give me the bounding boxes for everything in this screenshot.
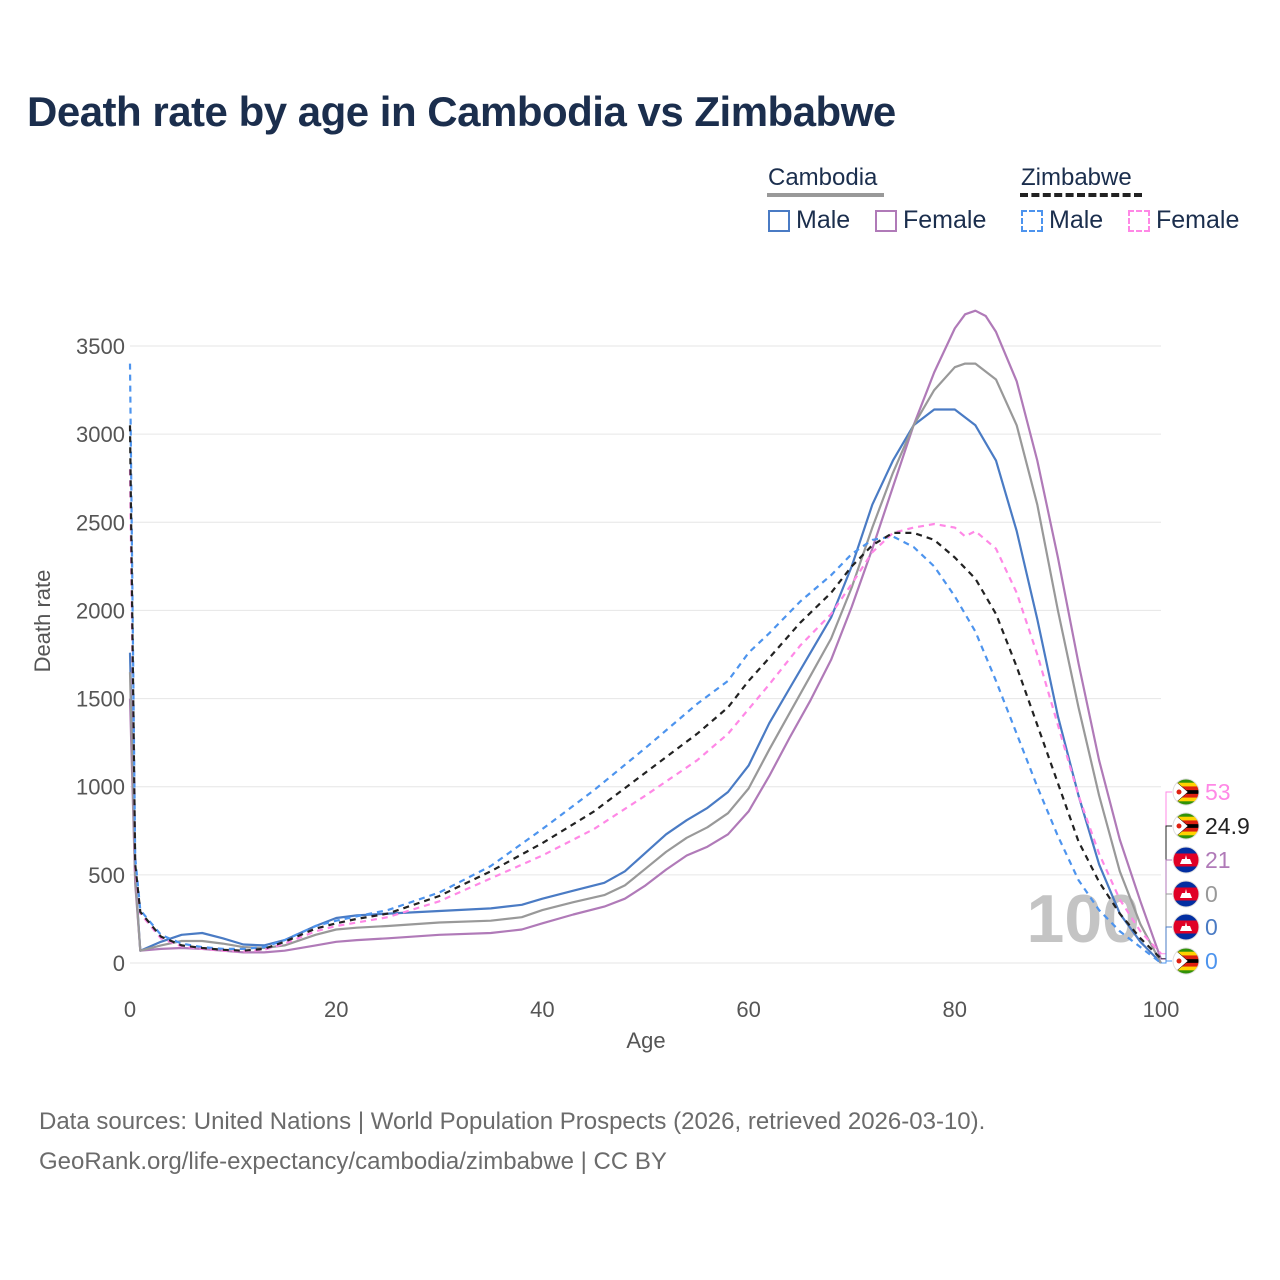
series-line-cambodia-female[interactable]	[128, 309, 1163, 960]
legend-group-name: Cambodia	[768, 164, 878, 191]
x-tick-label: 0	[124, 997, 136, 1022]
y-tick-label: 3000	[76, 422, 125, 447]
legend-item-label: Male	[1049, 206, 1104, 234]
series-line-zimbabwe-female[interactable]	[128, 469, 1162, 955]
cambodia-flag-icon	[1172, 880, 1200, 908]
y-axis-ticks: 0 500 1000 1500 2000 2500 3000 3500	[76, 334, 125, 976]
zimbabwe-flag-icon	[1172, 947, 1200, 975]
legend-item-zimbabwe-female[interactable]: Female	[1128, 206, 1239, 235]
legend-swatch	[875, 209, 897, 232]
x-tick-label: 80	[943, 997, 967, 1022]
legend-swatch	[1021, 209, 1043, 232]
series-line-cambodia-total[interactable]	[128, 362, 1162, 964]
legend-group-zimbabwe[interactable]: Zimbabwe	[1021, 164, 1132, 192]
legend-zimbabwe-line	[1020, 193, 1142, 197]
end-label-value: 53	[1205, 779, 1231, 805]
age-watermark: 100	[1027, 881, 1140, 957]
y-tick-label: 1500	[76, 687, 125, 712]
legend-swatch	[768, 209, 790, 232]
end-label-value: 0	[1205, 914, 1218, 940]
legend-item-cambodia-female[interactable]: Female	[875, 206, 986, 235]
footer-url[interactable]: GeoRank.org/life-expectancy/cambodia/zim…	[39, 1148, 667, 1175]
x-tick-label: 60	[736, 997, 760, 1022]
legend-item-label: Female	[903, 206, 987, 234]
grid	[130, 345, 1161, 964]
chart-title: Death rate by age in Cambodia vs Zimbabw…	[27, 88, 896, 135]
end-labels: 53 24.9 21 0 0 0	[1161, 778, 1250, 975]
y-tick-label: 500	[88, 863, 125, 888]
legend-item-label: Male	[796, 206, 851, 234]
y-tick-label: 2000	[76, 598, 125, 623]
y-tick-label: 2500	[76, 510, 125, 535]
y-axis-label: Death rate	[30, 570, 55, 673]
x-axis-label: Age	[626, 1028, 665, 1053]
zimbabwe-flag-icon	[1172, 778, 1200, 806]
end-label-connector	[1161, 960, 1172, 964]
y-tick-label: 1000	[76, 775, 125, 800]
y-tick-label: 0	[113, 951, 125, 976]
end-label-value: 0	[1205, 948, 1218, 974]
end-label-connector	[1161, 926, 1172, 964]
series-line-cambodia-male[interactable]	[128, 408, 1162, 964]
legend-item-label: Female	[1156, 206, 1240, 234]
end-label-value: 21	[1205, 847, 1231, 873]
legend-item-cambodia-male[interactable]: Male	[768, 206, 850, 235]
legend-group-cambodia[interactable]: Cambodia	[768, 164, 877, 192]
series-line-zimbabwe-male[interactable]	[128, 363, 1162, 964]
x-axis-ticks: 0 20 40 60 80 100	[124, 997, 1179, 1022]
legend-swatch	[1128, 209, 1150, 232]
cambodia-flag-icon	[1172, 846, 1200, 874]
end-label-value: 0	[1205, 881, 1218, 907]
x-tick-label: 40	[530, 997, 554, 1022]
series-lines	[128, 309, 1163, 964]
legend-group-name: Zimbabwe	[1021, 164, 1132, 191]
legend-item-zimbabwe-male[interactable]: Male	[1021, 206, 1103, 235]
end-label-value: 24.9	[1205, 813, 1250, 839]
zimbabwe-flag-icon	[1172, 812, 1200, 840]
legend-cambodia-line	[767, 193, 884, 197]
x-tick-label: 20	[324, 997, 348, 1022]
cambodia-flag-icon	[1172, 913, 1200, 941]
y-tick-label: 3500	[76, 334, 125, 359]
series-line-zimbabwe-total[interactable]	[128, 425, 1162, 960]
x-tick-label: 100	[1143, 997, 1180, 1022]
footer-sources: Data sources: United Nations | World Pop…	[39, 1108, 986, 1135]
